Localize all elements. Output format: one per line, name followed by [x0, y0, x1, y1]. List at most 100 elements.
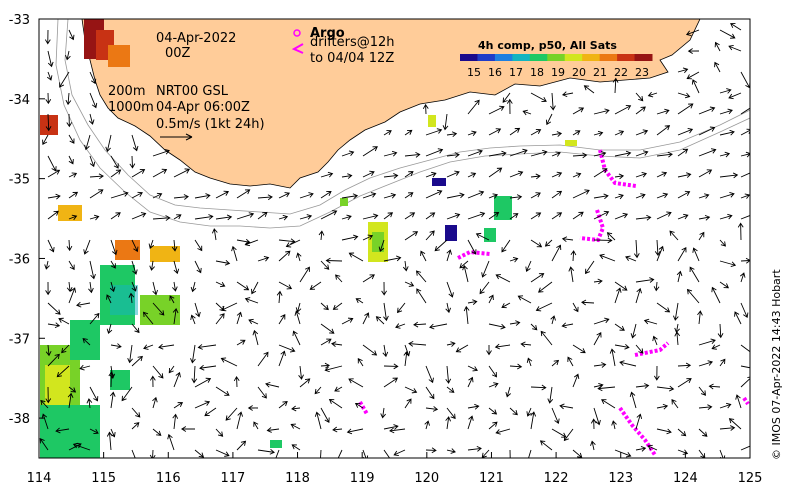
- time-label: 00Z: [165, 46, 191, 61]
- current-vector: [654, 239, 661, 257]
- current-vector: [739, 272, 746, 283]
- current-vector: [257, 351, 269, 367]
- current-vector: [105, 134, 112, 153]
- current-vector: [45, 344, 52, 357]
- current-vector: [635, 413, 643, 430]
- current-vector: [325, 257, 343, 264]
- current-vector: [467, 376, 474, 388]
- current-vector: [467, 299, 478, 305]
- current-vector: [714, 61, 721, 73]
- current-vector: [335, 274, 343, 283]
- colorbar-tick-label: 23: [635, 66, 649, 79]
- current-vector: [89, 71, 97, 85]
- current-vector: [614, 193, 624, 200]
- current-vector: [404, 212, 416, 220]
- current-vector: [734, 311, 742, 325]
- current-vector: [740, 445, 750, 451]
- current-vector: [635, 287, 642, 304]
- current-vector: [247, 405, 259, 411]
- current-vector: [467, 130, 477, 137]
- current-vector: [740, 151, 750, 158]
- current-vector: [677, 128, 694, 136]
- x-tick-label: 119: [350, 471, 375, 486]
- current-vector: [149, 375, 156, 388]
- current-vector: [220, 357, 238, 367]
- current-vector: [285, 239, 301, 248]
- current-vector: [362, 192, 377, 199]
- argo-label: Argo: [310, 26, 345, 41]
- y-tick-label: -35: [9, 173, 30, 188]
- current-vector: [389, 427, 406, 434]
- current-vector: [378, 239, 385, 253]
- current-vector: [172, 413, 179, 430]
- current-vector: [110, 169, 122, 178]
- current-vector: [502, 92, 511, 103]
- current-vector: [677, 378, 692, 388]
- current-vector: [332, 426, 343, 433]
- current-vector: [572, 189, 590, 199]
- land-mass-main: [81, 19, 701, 189]
- current-vector: [593, 108, 610, 115]
- current-vector: [509, 127, 521, 136]
- current-vector: [488, 105, 505, 115]
- current-vector: [291, 444, 301, 451]
- current-vector: [110, 191, 129, 199]
- current-vector: [320, 323, 335, 334]
- current-vector: [467, 403, 480, 410]
- current-vector: [404, 386, 418, 394]
- current-vector: [215, 386, 230, 396]
- colorbar-segment: [494, 54, 513, 61]
- current-vector: [462, 264, 469, 283]
- current-vector: [278, 314, 286, 325]
- current-vector: [698, 231, 705, 241]
- current-vector: [446, 170, 460, 178]
- current-vector: [614, 287, 622, 304]
- current-vector: [677, 213, 689, 220]
- current-vector: [647, 91, 658, 98]
- current-vector: [341, 193, 359, 200]
- current-vector: [47, 302, 61, 315]
- current-vector: [299, 378, 311, 388]
- colorbar-segment: [529, 54, 548, 61]
- current-vector: [656, 302, 671, 313]
- current-vector: [677, 92, 691, 99]
- current-vector: [677, 428, 687, 437]
- current-vector: [509, 213, 519, 220]
- current-vector: [383, 449, 391, 458]
- current-vector: [530, 128, 542, 136]
- current-vector: [383, 424, 399, 430]
- current-vector: [220, 302, 238, 312]
- current-vector: [320, 449, 322, 458]
- current-vector: [47, 239, 55, 253]
- current-vector: [142, 311, 154, 325]
- current-vector: [509, 363, 523, 370]
- current-vector: [403, 350, 410, 367]
- y-tick-label: -34: [9, 93, 30, 108]
- current-vector: [530, 192, 541, 199]
- current-vector: [320, 171, 334, 178]
- current-vector: [719, 151, 731, 158]
- current-vector: [488, 365, 497, 378]
- current-vector: [89, 189, 104, 199]
- plot-frame: [38, 18, 751, 459]
- current-vector: [585, 260, 595, 275]
- current-vector: [509, 170, 524, 178]
- current-vector: [583, 85, 595, 94]
- current-vector: [47, 193, 61, 200]
- current-vector: [590, 418, 597, 430]
- x-tick-label: 125: [738, 471, 763, 486]
- current-vector: [656, 211, 672, 220]
- current-vector: [572, 107, 585, 115]
- current-vector: [550, 92, 556, 111]
- current-vector: [180, 426, 196, 432]
- current-vector: [45, 386, 52, 404]
- colorbar-ticks: 15 16 17 18 19 20 21 22 23: [467, 66, 649, 79]
- current-vector: [383, 377, 399, 388]
- current-vector: [424, 420, 430, 430]
- current-vector: [442, 113, 449, 131]
- current-vector: [357, 357, 364, 367]
- current-vector: [320, 362, 330, 369]
- colorbar-tick-label: 16: [488, 66, 502, 79]
- current-vector: [332, 302, 343, 310]
- current-vector: [131, 212, 147, 220]
